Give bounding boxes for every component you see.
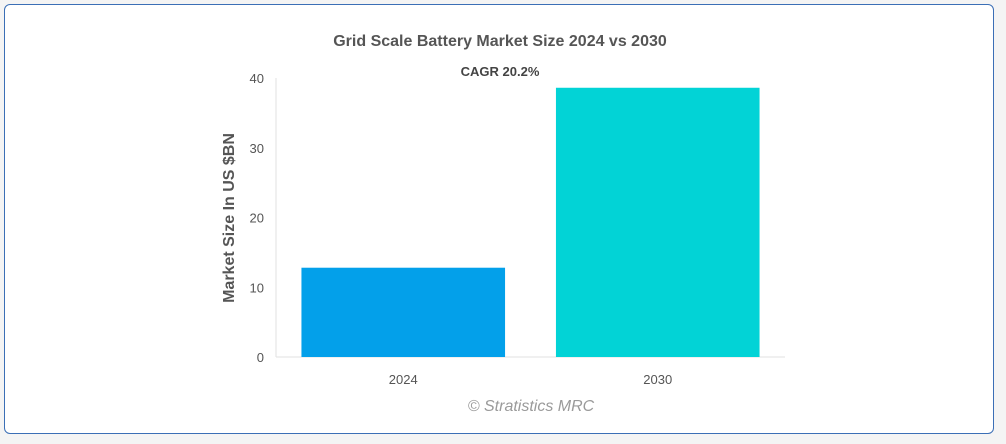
chart-subtitle: CAGR 20.2% xyxy=(461,64,540,79)
x-tick-label: 2030 xyxy=(643,372,672,387)
bar-series xyxy=(301,87,760,357)
y-tick-label: 0 xyxy=(257,350,264,365)
watermark: © Stratistics MRC xyxy=(468,398,595,415)
y-tick-label: 10 xyxy=(250,280,264,295)
x-tick-label: 2024 xyxy=(389,372,418,387)
y-tick-label: 40 xyxy=(250,71,264,86)
y-axis-label: Market Size In US $BN xyxy=(221,133,238,303)
chart-title: Grid Scale Battery Market Size 2024 vs 2… xyxy=(333,33,667,50)
y-tick-label: 20 xyxy=(250,211,264,226)
chart-frame xyxy=(4,4,994,434)
bar-2030 xyxy=(555,87,760,357)
x-axis-ticks: 2024 2030 xyxy=(389,372,672,387)
bar-2024 xyxy=(301,267,506,357)
y-tick-label: 30 xyxy=(250,141,264,156)
y-axis-ticks: 0 10 20 30 40 xyxy=(250,71,264,365)
